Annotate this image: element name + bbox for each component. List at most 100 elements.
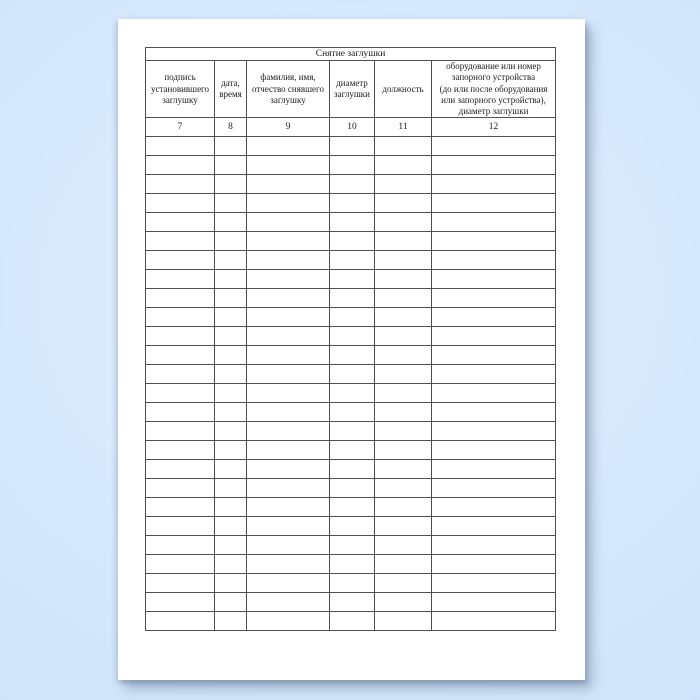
empty-cell [246, 402, 330, 423]
table-row [145, 193, 557, 214]
empty-cell [374, 478, 432, 499]
empty-cell [246, 535, 330, 556]
empty-cell [329, 478, 375, 499]
empty-cell [374, 592, 432, 613]
table-row [145, 592, 557, 613]
empty-cell [145, 326, 215, 347]
empty-cell [246, 307, 330, 328]
empty-cell [145, 535, 215, 556]
empty-cell [329, 231, 375, 252]
empty-cell [430, 212, 557, 233]
empty-cell [246, 516, 330, 537]
empty-cell [430, 402, 557, 423]
empty-cell [246, 383, 330, 404]
empty-cell [145, 611, 215, 632]
empty-cell [329, 193, 375, 214]
empty-cell [374, 212, 432, 233]
empty-cell [214, 592, 247, 613]
empty-cell [430, 554, 557, 575]
empty-cell [214, 383, 247, 404]
empty-cell [430, 250, 557, 271]
table-row [145, 554, 557, 575]
empty-cell [329, 573, 375, 594]
empty-cell [329, 174, 375, 195]
empty-cell [246, 212, 330, 233]
empty-cell [214, 136, 247, 157]
table-row [145, 459, 557, 480]
document-page: Снятие заглушки подпись установившего за… [118, 19, 585, 680]
empty-cell [374, 421, 432, 442]
column-header-signature-installer: подпись установившего заглушку [145, 59, 215, 119]
empty-cell [145, 440, 215, 461]
empty-cell [430, 611, 557, 632]
empty-cell [329, 269, 375, 290]
empty-cell [214, 155, 247, 176]
column-header-remover-name: фамилия, имя, отчество снявшего заглушку [246, 59, 330, 119]
empty-cell [246, 440, 330, 461]
table-title-row: Снятие заглушки [144, 47, 557, 61]
table-row [145, 421, 557, 442]
empty-cell [246, 155, 330, 176]
column-header-equipment-number: оборудование или номер запорного устройс… [430, 59, 557, 119]
empty-cell [145, 250, 215, 271]
empty-cell [246, 288, 330, 309]
column-number: 8 [214, 117, 247, 138]
empty-cell [246, 250, 330, 271]
empty-cell [430, 497, 557, 518]
empty-cell [246, 269, 330, 290]
empty-cell [374, 345, 432, 366]
empty-cell [145, 402, 215, 423]
empty-cell [430, 440, 557, 461]
empty-cell [214, 402, 247, 423]
column-header-date-time: дата, время [214, 59, 247, 119]
empty-cell [145, 345, 215, 366]
empty-cell [145, 459, 215, 480]
empty-cell [430, 364, 557, 385]
empty-cell [145, 421, 215, 442]
empty-cell [329, 592, 375, 613]
column-number: 9 [246, 117, 330, 138]
empty-cell [374, 364, 432, 385]
table-header-row: подпись установившего заглушку дата, вре… [145, 59, 557, 119]
empty-cell [374, 326, 432, 347]
empty-cell [374, 193, 432, 214]
table-row [145, 326, 557, 347]
table-row [145, 497, 557, 518]
empty-cell [430, 136, 557, 157]
empty-cell [246, 174, 330, 195]
table-row [145, 307, 557, 328]
empty-cell [374, 174, 432, 195]
empty-cell [430, 573, 557, 594]
empty-cell [214, 516, 247, 537]
plug-removal-table: Снятие заглушки подпись установившего за… [144, 47, 557, 632]
empty-cell [145, 155, 215, 176]
table-row [145, 269, 557, 290]
empty-cell [329, 535, 375, 556]
table-row [145, 516, 557, 537]
empty-cell [329, 345, 375, 366]
empty-cell [145, 478, 215, 499]
empty-cell [430, 592, 557, 613]
column-header-plug-diameter: диаметр заглушки [329, 59, 375, 119]
table-row [145, 364, 557, 385]
empty-cell [246, 231, 330, 252]
empty-cell [214, 440, 247, 461]
empty-cell [246, 611, 330, 632]
empty-cell [374, 440, 432, 461]
empty-cell [329, 326, 375, 347]
empty-cell [329, 364, 375, 385]
table-row [145, 212, 557, 233]
table-row [145, 174, 557, 195]
empty-cell [145, 231, 215, 252]
empty-cell [145, 497, 215, 518]
empty-cell [246, 497, 330, 518]
empty-cell [329, 440, 375, 461]
empty-cell [329, 155, 375, 176]
empty-cell [430, 516, 557, 537]
empty-cell [430, 307, 557, 328]
empty-cell [246, 573, 330, 594]
empty-cell [430, 345, 557, 366]
table-row [145, 535, 557, 556]
empty-cell [214, 535, 247, 556]
empty-cell [246, 421, 330, 442]
